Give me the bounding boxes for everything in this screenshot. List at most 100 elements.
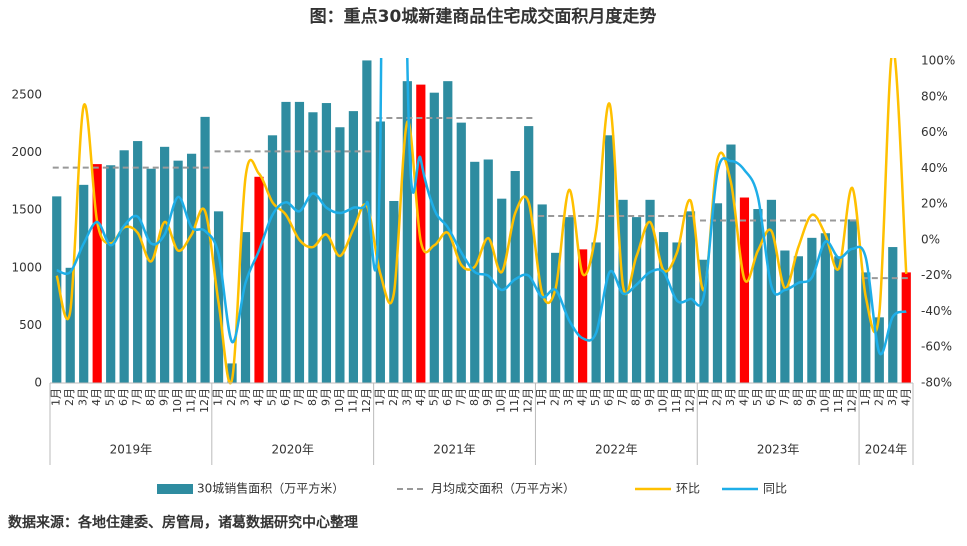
year-label: 2020年 [271, 443, 314, 457]
bar [753, 209, 763, 383]
x-tick-label: 6月 [117, 388, 130, 406]
x-tick-label: 1月 [212, 388, 225, 406]
x-tick-label: 6月 [603, 388, 616, 406]
bar [281, 101, 291, 383]
x-tick-label: 9月 [643, 388, 656, 406]
x-tick-label: 2月 [387, 388, 400, 406]
x-tick-label: 11月 [185, 388, 198, 413]
x-tick-label: 10月 [333, 388, 346, 413]
x-tick-label: 3月 [400, 388, 413, 406]
bar [820, 233, 830, 383]
y2-tick-label: 60% [921, 125, 948, 139]
bar [685, 211, 696, 383]
x-tick-label: 10月 [495, 388, 508, 413]
x-tick-label: 4月 [576, 388, 589, 406]
bar [483, 159, 493, 383]
x-tick-label: 5月 [265, 388, 278, 406]
year-label: 2019年 [110, 443, 153, 457]
y2-tick-label: 100% [921, 54, 955, 68]
x-tick-label: 2月 [710, 388, 723, 406]
y2-tick-label: 20% [921, 197, 948, 211]
x-tick-label: 5月 [751, 388, 764, 406]
y-tick-label: 2000 [11, 145, 42, 159]
x-tick-label: 4月 [414, 388, 427, 406]
x-tick-label: 2月 [872, 388, 885, 406]
x-tick-label: 4月 [90, 388, 103, 406]
x-tick-label: 6月 [764, 388, 777, 406]
x-tick-label: 7月 [292, 388, 305, 406]
bar [200, 116, 210, 383]
bar [564, 217, 574, 383]
x-tick-label: 11月 [832, 388, 845, 413]
bar [766, 199, 777, 383]
x-tick-label: 8月 [306, 388, 319, 406]
x-tick-label: 1月 [535, 388, 548, 406]
bar [578, 249, 588, 383]
y2-tick-label: -20% [921, 268, 952, 282]
y2-tick-label: 40% [921, 161, 948, 175]
line-series [55, 58, 908, 385]
bar [605, 135, 615, 383]
y-tick-label: 1500 [11, 203, 42, 217]
x-tick-label: 12月 [522, 388, 535, 413]
bar [847, 219, 857, 383]
bar [348, 111, 358, 383]
bar [267, 135, 278, 383]
x-tick-label: 1月 [859, 388, 872, 406]
x-tick-label: 3月 [77, 388, 90, 406]
bar [699, 259, 709, 383]
x-tick-label: 10月 [657, 388, 670, 413]
x-tick-label: 3月 [562, 388, 575, 406]
x-tick-label: 8月 [144, 388, 157, 406]
x-tick-label: 4月 [899, 388, 912, 406]
x-tick-label: 5月 [104, 388, 117, 406]
x-tick-label: 2月 [549, 388, 562, 406]
legend-label: 环比 [676, 482, 700, 496]
bar [524, 126, 534, 383]
y-tick-label: 500 [19, 318, 42, 332]
chart-title: 图：重点30城新建商品住宅成交面积月度走势 [310, 6, 657, 27]
bar [591, 242, 601, 383]
bar [254, 176, 264, 383]
y-tick-label: 2500 [11, 87, 42, 101]
y2-tick-label: -80% [921, 376, 952, 390]
x-tick-label: 6月 [441, 388, 454, 406]
bar [861, 272, 871, 383]
x-tick-label: 5月 [427, 388, 440, 406]
bar [52, 196, 62, 383]
x-tick-label: 11月 [346, 388, 359, 413]
x-tick-label: 7月 [778, 388, 791, 406]
bar [807, 237, 817, 383]
legend-label: 月均成交面积（万平方米） [431, 481, 575, 496]
source-note: 数据来源：各地住建委、房管局，诸葛数据研究中心整理 [8, 514, 358, 531]
bar [901, 272, 911, 383]
x-tick-label: 9月 [805, 388, 818, 406]
bar [658, 232, 669, 383]
x-tick-label: 11月 [508, 388, 521, 413]
year-label: 2022年 [595, 443, 638, 457]
bar [92, 164, 102, 383]
x-tick-label: 1月 [697, 388, 710, 406]
x-tick-label: 2月 [225, 388, 238, 406]
x-tick-label: 3月 [886, 388, 899, 406]
y-tick-label: 0 [34, 376, 42, 390]
y2-tick-label: -40% [921, 304, 952, 318]
x-tick-label: 7月 [454, 388, 467, 406]
x-tick-label: 10月 [171, 388, 184, 413]
bar [173, 160, 183, 383]
bar [65, 267, 75, 383]
legend-label: 30城销售面积（万平方米） [197, 481, 344, 496]
bar [294, 101, 305, 383]
x-tick-label: 4月 [737, 388, 750, 406]
bar [712, 203, 723, 383]
x-tick-label: 8月 [630, 388, 643, 406]
x-tick-label: 9月 [481, 388, 494, 406]
x-tick-label: 9月 [158, 388, 171, 406]
x-tick-label: 8月 [791, 388, 804, 406]
bar [146, 168, 156, 383]
y2-tick-label: 0% [921, 232, 940, 246]
x-tick-label: 12月 [360, 388, 373, 413]
x-tick-label: 11月 [670, 388, 683, 413]
bar [429, 92, 439, 383]
